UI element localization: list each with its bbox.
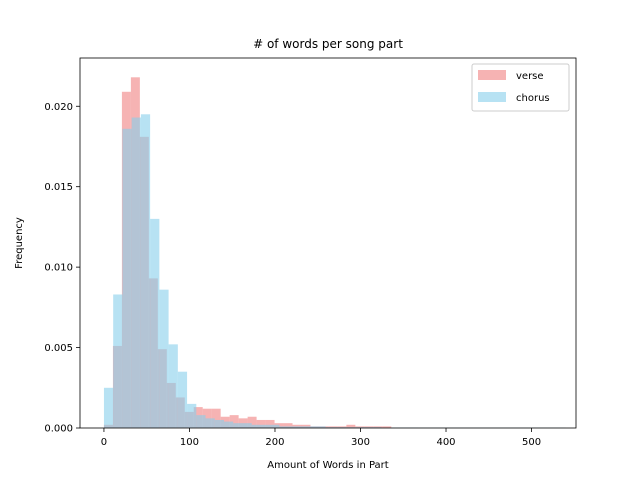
- bar-chorus-29: [371, 427, 382, 428]
- bar-chorus-27: [353, 427, 363, 428]
- bar-verse-20: [283, 423, 293, 428]
- y-axis-label: Frequency: [14, 217, 25, 269]
- y-tick-label: 0.005: [44, 343, 73, 354]
- bar-chorus-11: [205, 418, 215, 428]
- y-axis-ticks: 0.000 0.005 0.010 0.015 0.020: [44, 102, 80, 435]
- bar-chorus-17: [260, 424, 271, 428]
- bars-group: [103, 77, 566, 429]
- bar-chorus-21: [297, 426, 308, 428]
- bar-verse-17: [256, 419, 266, 428]
- bar-chorus-25: [334, 427, 345, 428]
- x-axis-label: Amount of Words in Part: [267, 460, 389, 471]
- y-tick-label: 0.000: [44, 424, 73, 435]
- x-tick-label: 0: [101, 437, 107, 448]
- bar-chorus-10: [196, 415, 206, 428]
- x-tick-label: 200: [265, 437, 284, 448]
- bar-chorus-1: [113, 294, 123, 428]
- y-tick-label: 0.020: [44, 102, 73, 113]
- y-tick-label: 0.015: [44, 182, 73, 193]
- x-axis-ticks: 0 100 200 300 400 500: [101, 428, 541, 448]
- x-tick-label: 400: [436, 437, 455, 448]
- bar-verse-16: [247, 416, 257, 428]
- bar-chorus-14: [233, 423, 243, 428]
- bar-chorus-20: [288, 426, 298, 428]
- bar-chorus-4: [140, 114, 151, 428]
- x-tick-label: 300: [351, 437, 370, 448]
- bar-chorus-6: [159, 289, 169, 428]
- bar-chorus-23: [316, 426, 326, 428]
- bar-chorus-26: [344, 427, 354, 428]
- bar-verse-31: [382, 426, 392, 428]
- plot-frame: [79, 57, 577, 429]
- legend-swatch-chorus: [478, 92, 506, 102]
- legend-swatch-verse: [478, 70, 506, 80]
- bar-chorus-7: [168, 344, 178, 428]
- y-tick-label: 0.010: [44, 263, 73, 274]
- bar-chorus-18: [270, 424, 280, 428]
- bar-chorus-8: [177, 371, 188, 428]
- bar-chorus-16: [251, 424, 261, 428]
- legend: verse chorus: [471, 63, 570, 112]
- legend-label-verse: verse: [516, 71, 544, 82]
- bar-chorus-15: [242, 423, 252, 428]
- bar-chorus-13: [224, 421, 234, 428]
- bar-chorus-24: [325, 427, 335, 428]
- bar-chorus-22: [307, 426, 317, 428]
- legend-label-chorus: chorus: [516, 93, 550, 104]
- bar-chorus-12: [214, 419, 225, 428]
- bar-verse-18: [265, 419, 275, 428]
- x-tick-label: 500: [522, 437, 541, 448]
- bar-verse-27: [346, 424, 356, 428]
- chart-title: # of words per song part: [253, 37, 403, 51]
- bar-chorus-3: [131, 117, 141, 429]
- bar-chorus-19: [279, 426, 289, 428]
- bar-chorus-2: [122, 128, 132, 429]
- bar-chorus-28: [362, 427, 372, 428]
- x-tick-label: 100: [180, 437, 199, 448]
- bar-chorus-9: [187, 403, 197, 428]
- bar-verse-12: [211, 408, 221, 428]
- bar-verse-14: [229, 415, 239, 428]
- bar-chorus-0: [103, 387, 114, 428]
- bar-chorus-5: [150, 218, 160, 428]
